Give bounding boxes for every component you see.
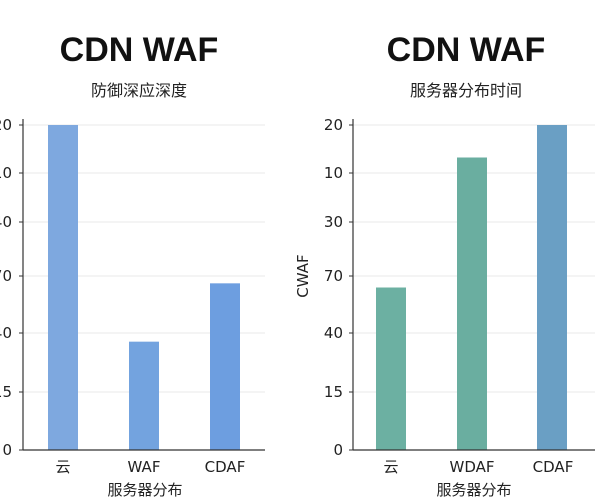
left-bar-2 [210, 283, 240, 450]
left-y-tick-label: 40 [0, 324, 12, 342]
left-chart-title: CDN WAF [60, 31, 219, 69]
right-x-tick-label: 云 [383, 458, 398, 476]
right-y-tick-label: 70 [324, 267, 343, 285]
right-x-axis-title: 服务器分布 [436, 481, 511, 499]
left-y-tick-label: 15 [0, 383, 12, 401]
left-x-tick-label: CDAF [205, 458, 246, 476]
left-x-tick-label: WAF [128, 458, 161, 476]
right-chart-title: CDN WAF [387, 31, 546, 69]
left-y-tick-label: 10 [0, 164, 12, 182]
right-y-tick-label: 40 [324, 324, 343, 342]
right-bar-0 [376, 287, 406, 450]
left-x-axis-title: 服务器分布 [107, 481, 182, 499]
right-y-tick-label: 20 [324, 116, 343, 134]
right-y-tick-label: 15 [324, 383, 343, 401]
right-y-tick-label: 10 [324, 164, 343, 182]
right-x-tick-label: CDAF [533, 458, 574, 476]
right-y-tick-label: 0 [333, 441, 343, 459]
right-chart-subtitle: 服务器分布时间 [410, 81, 522, 100]
left-y-tick-label: 20 [0, 116, 12, 134]
left-x-tick-label: 云 [55, 458, 70, 476]
left-y-tick-label: 0 [2, 441, 12, 459]
right-bar-1 [457, 157, 487, 450]
left-y-tick-label: 70 [0, 267, 12, 285]
right-y-axis-title: CWAF [294, 254, 312, 297]
left-bar-1 [129, 341, 159, 450]
left-bar-0 [48, 125, 78, 450]
right-y-tick-label: 30 [324, 213, 343, 231]
right-x-tick-label: WDAF [449, 458, 494, 476]
right-bar-2 [537, 125, 567, 450]
left-chart-subtitle: 防御深应深度 [91, 81, 187, 100]
left-y-tick-label: 40 [0, 213, 12, 231]
